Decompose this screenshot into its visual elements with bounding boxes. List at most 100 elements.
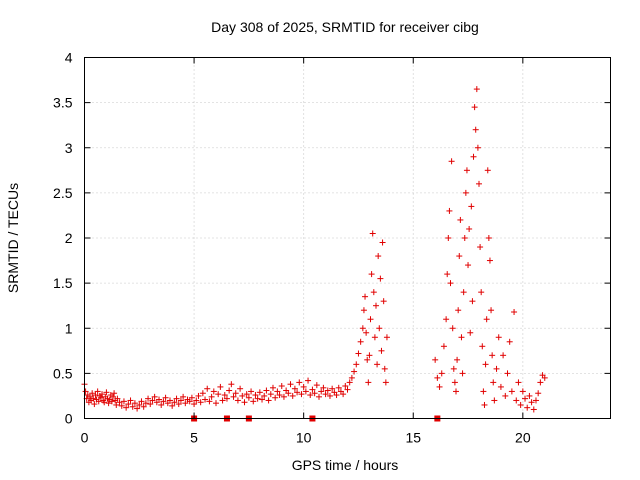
data-point (267, 391, 274, 398)
data-point (535, 390, 542, 397)
data-point (476, 180, 482, 187)
data-point (86, 393, 93, 400)
data-point (381, 365, 388, 372)
x-tick-label: 10 (296, 430, 312, 446)
data-point (202, 396, 209, 403)
data-point (208, 393, 215, 400)
data-point (479, 343, 486, 350)
data-point (274, 388, 281, 395)
data-point (223, 395, 230, 402)
data-point (113, 401, 120, 408)
data-point (376, 325, 383, 332)
y-tick-label: 1.5 (53, 275, 73, 291)
grid (84, 57, 611, 419)
data-point (477, 244, 484, 251)
data-point (239, 392, 246, 399)
data-point (344, 386, 351, 393)
data-point (197, 399, 204, 406)
data-point (313, 382, 320, 389)
data-point (230, 393, 237, 400)
data-point (380, 298, 387, 305)
data-point (109, 393, 116, 400)
data-point (254, 395, 261, 402)
data-point (169, 402, 176, 409)
x-tick-label: 20 (515, 430, 531, 446)
data-point (458, 334, 465, 341)
x-tick-label: 5 (190, 430, 198, 446)
data-point (383, 334, 390, 341)
data-point (324, 387, 331, 394)
y-tick-label: 1 (65, 320, 73, 336)
data-point (469, 298, 476, 305)
data-point (99, 391, 106, 398)
data-point (278, 383, 285, 390)
data-point (486, 257, 493, 264)
data-point (221, 392, 228, 399)
data-point (333, 392, 340, 399)
data-point (226, 387, 233, 394)
data-point (300, 383, 307, 390)
data-point (432, 356, 439, 363)
y-tick-label: 0 (65, 411, 73, 427)
data-point (485, 235, 492, 241)
data-point (335, 384, 342, 391)
data-point (259, 396, 266, 403)
data-point (291, 385, 298, 392)
data-point (530, 406, 537, 413)
data-point (105, 400, 112, 407)
data-point (360, 307, 367, 314)
data-point (443, 316, 450, 323)
data-point (374, 361, 381, 368)
data-point (89, 390, 96, 397)
data-point (524, 404, 531, 411)
data-point (378, 347, 385, 354)
data-point (446, 207, 453, 214)
data-point (149, 397, 156, 404)
data-point (120, 398, 127, 405)
data-point (116, 399, 123, 406)
plot-frame (84, 57, 611, 419)
data-point (459, 370, 466, 377)
data-point (316, 393, 323, 400)
x-tick-label: 0 (81, 430, 89, 446)
data-point (351, 368, 358, 375)
data-point (82, 388, 89, 395)
data-point (134, 405, 141, 412)
data-point (438, 370, 445, 377)
data-point (160, 398, 167, 405)
data-point (162, 394, 169, 401)
data-point (473, 86, 480, 93)
x-axis: 0 5 10 15 20 (81, 57, 531, 446)
data-point (382, 379, 389, 386)
data-point (186, 398, 193, 405)
y-tick-label: 0.5 (53, 365, 73, 381)
y-tick-label: 2 (65, 230, 73, 246)
data-point (217, 383, 224, 390)
chart-title: Day 308 of 2025, SRMTID for receiver cib… (211, 19, 479, 35)
data-point (452, 388, 459, 395)
data-point (188, 394, 195, 401)
data-point (175, 401, 182, 408)
data-point (204, 385, 211, 392)
data-point (103, 389, 110, 396)
y-tick-label: 3 (65, 140, 73, 156)
data-point (94, 388, 101, 395)
data-point (243, 391, 250, 398)
data-point (541, 374, 548, 381)
data-point (237, 385, 244, 392)
data-point (528, 399, 535, 406)
data-point (365, 379, 372, 386)
data-point (280, 393, 287, 400)
data-point (305, 377, 312, 384)
data-point (309, 386, 316, 393)
data-point (436, 383, 443, 390)
data-point (508, 388, 515, 395)
y-tick-label: 4 (65, 50, 73, 66)
data-point (276, 392, 283, 399)
data-point (265, 397, 272, 404)
data-point (447, 280, 454, 287)
data-point (353, 361, 360, 368)
data-point (355, 350, 362, 357)
data-point (379, 239, 386, 246)
data-point (506, 338, 513, 345)
